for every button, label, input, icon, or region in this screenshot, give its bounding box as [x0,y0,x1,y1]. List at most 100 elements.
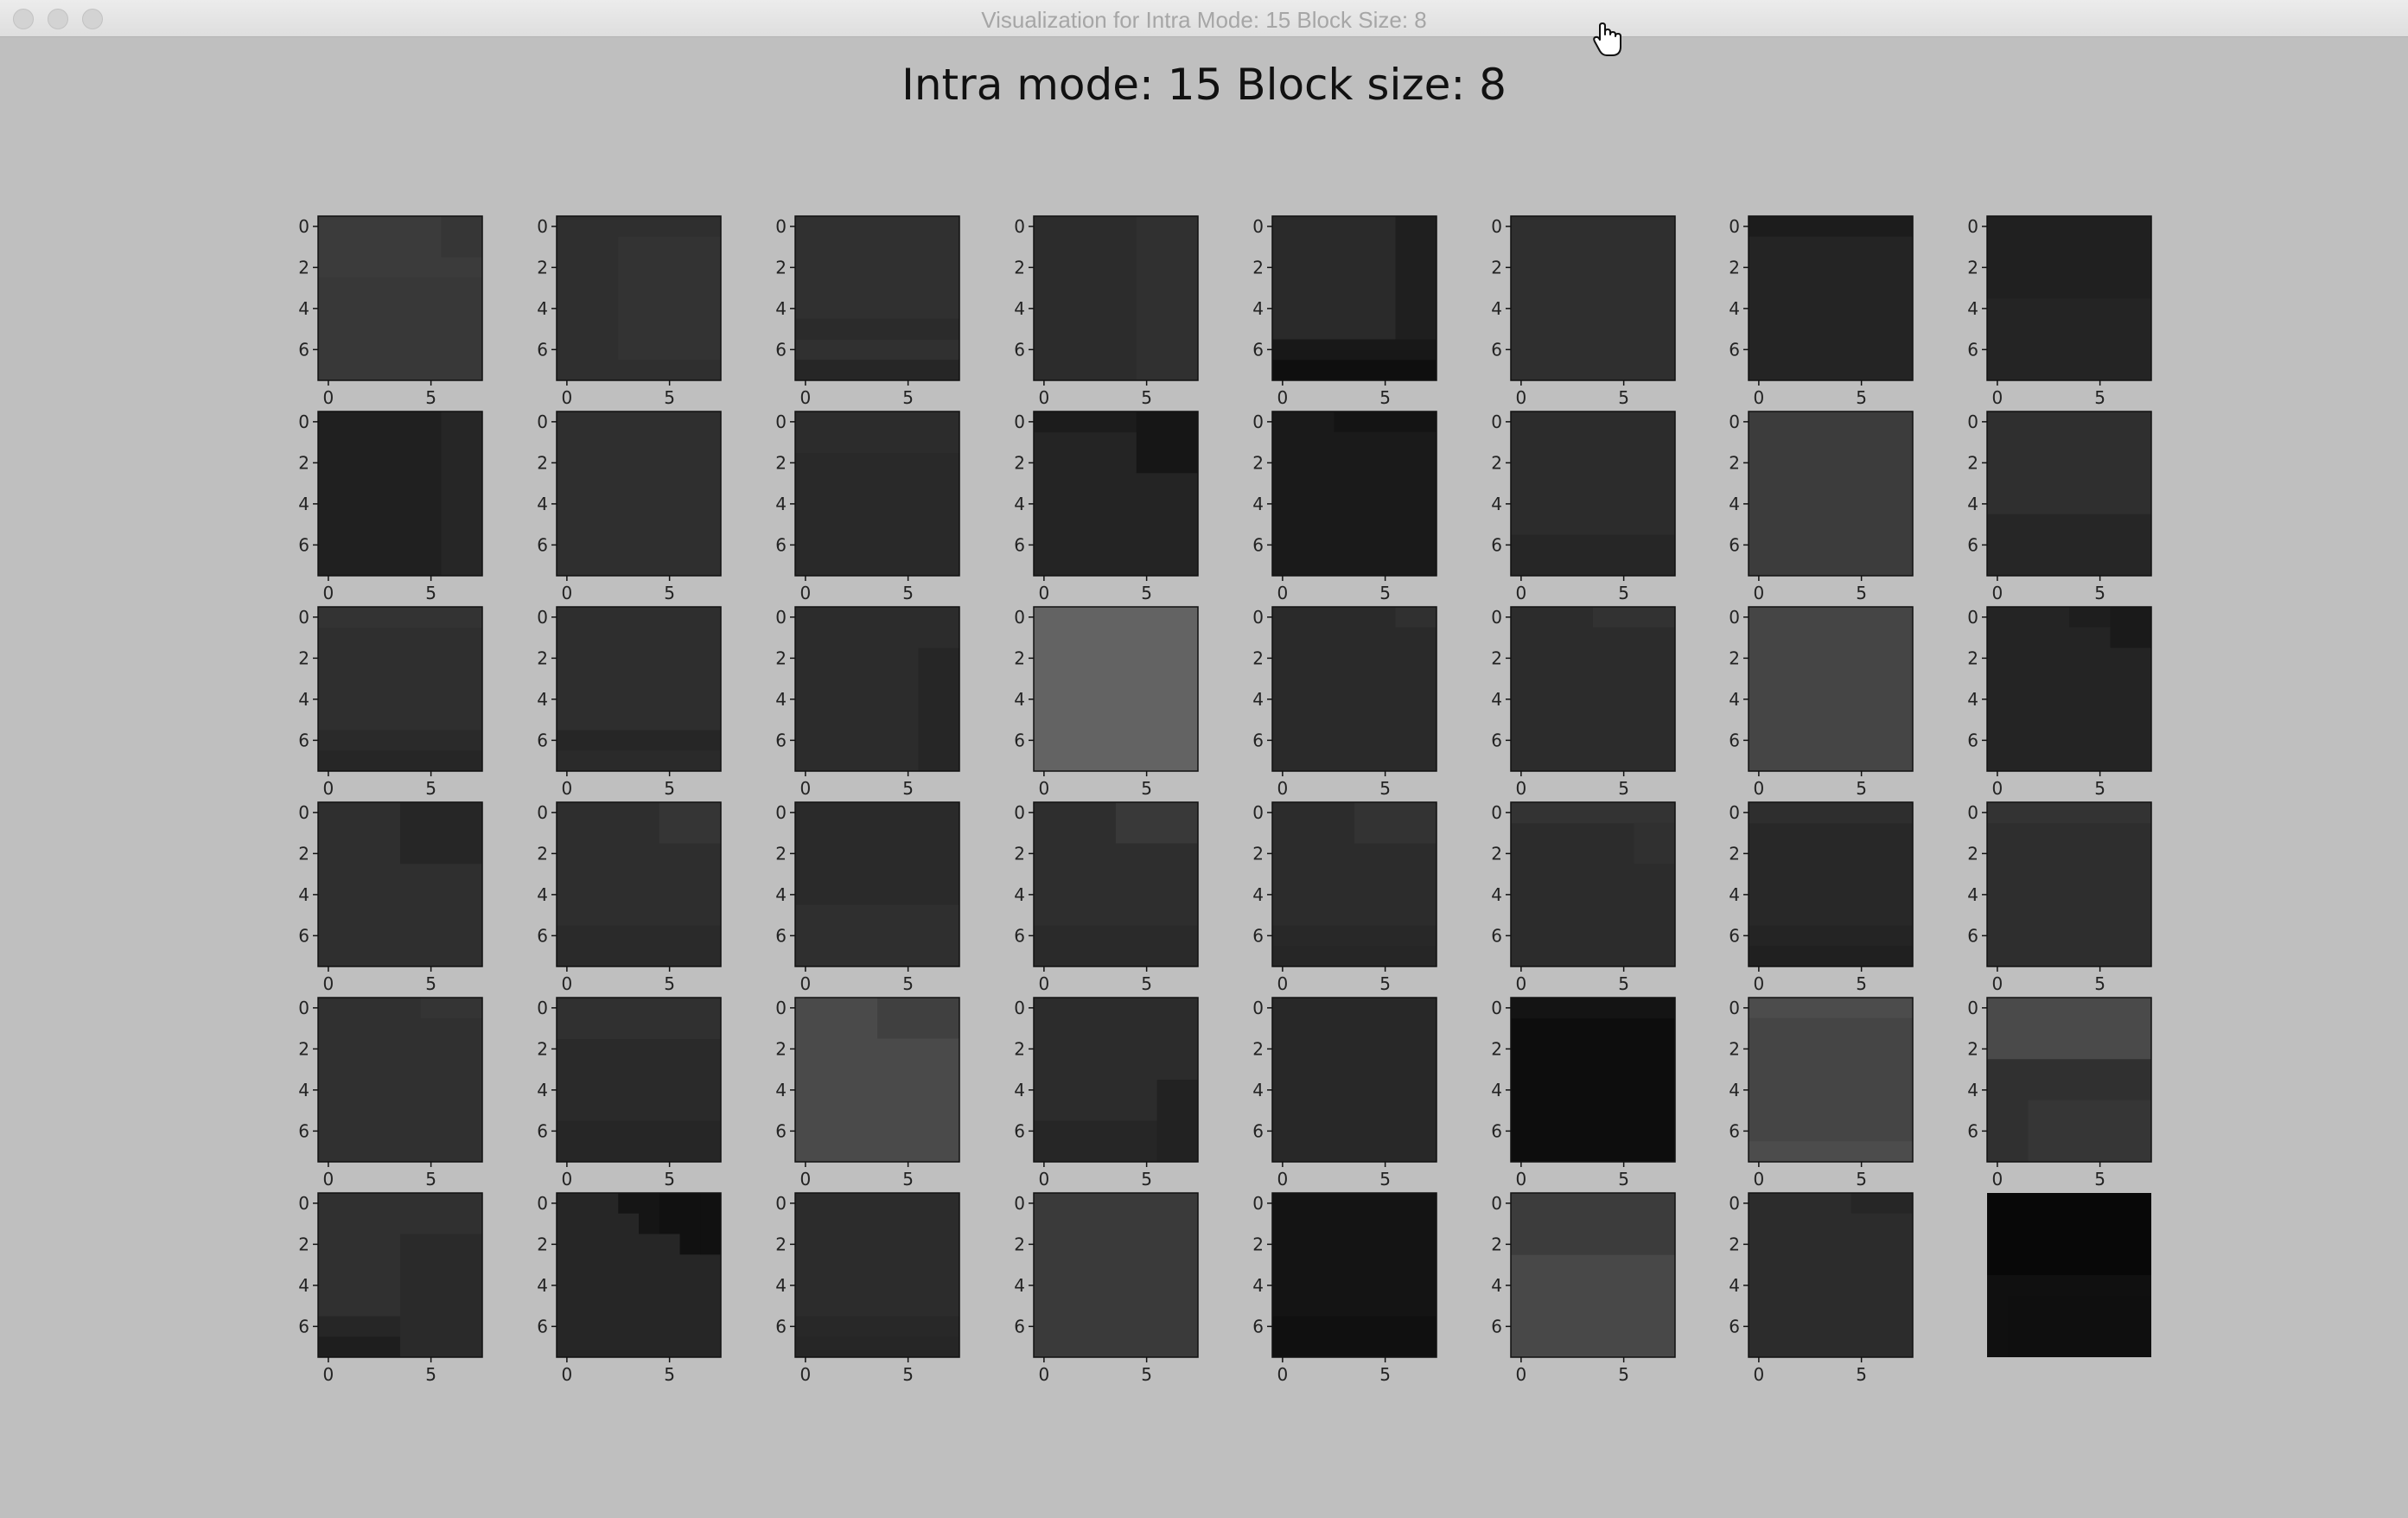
block-pixel-base [1749,1193,1913,1357]
y-tick-label: 4 [775,494,787,514]
y-tick-label: 2 [775,843,787,864]
y-tick-label: 2 [775,1234,787,1254]
axes-frame [1510,1192,1676,1358]
y-tick-label: 6 [298,1316,309,1336]
axes-frame [1033,1192,1199,1358]
y-tick-label: 0 [775,411,787,432]
y-tick-label: 6 [537,730,548,750]
y-tick-label: 4 [298,1275,309,1296]
x-tick-label: 5 [902,973,914,994]
axes-frame [1271,1192,1437,1358]
block-pixel-row [1511,1234,1675,1255]
y-tick-label: 0 [537,411,548,432]
x-tick-label: 5 [1618,1169,1629,1190]
block-pixel-row [1272,1336,1437,1358]
y-tick-label: 0 [298,607,309,628]
axes-frame [1033,606,1199,772]
axes-frame [794,997,960,1163]
x-tick-label: 0 [323,1364,334,1385]
x-tick-label: 0 [1516,778,1527,799]
minimize-button[interactable] [48,9,68,29]
y-tick-label: 2 [298,452,309,473]
y-tick-label: 2 [1014,843,1025,864]
x-tick-label: 5 [902,1169,914,1190]
block-panel: 0 2 4 6 0 5 [775,606,960,799]
x-tick-label: 0 [1277,778,1289,799]
axes-frame [317,215,483,381]
window-title: Visualization for Intra Mode: 15 Block S… [981,7,1427,33]
x-tick-label: 0 [1039,1364,1050,1385]
zoom-button[interactable] [82,9,103,29]
x-tick-label: 5 [664,583,675,603]
x-tick-label: 0 [562,387,573,408]
x-tick-label: 0 [1754,1169,1765,1190]
block-pixel-row [557,730,721,751]
y-tick-label: 4 [298,884,309,905]
title-bar[interactable]: Visualization for Intra Mode: 15 Block S… [0,0,2408,37]
x-tick-label: 0 [323,1169,334,1190]
x-tick-label: 0 [800,973,812,994]
block-pixel-region [441,411,482,576]
y-tick-label: 2 [537,843,548,864]
block-panel: 0 2 4 6 0 5 [537,215,722,408]
x-tick-label: 5 [1856,583,1867,603]
block-panel: 0 2 4 6 0 5 [1729,801,1914,994]
x-tick-label: 5 [1618,1364,1629,1385]
x-tick-label: 5 [1141,1364,1152,1385]
x-tick-label: 5 [902,1364,914,1385]
x-tick-label: 5 [1856,778,1867,799]
y-tick-label: 4 [1014,689,1025,710]
block-pixel-row [1511,1213,1675,1234]
block-pixel-region [700,1193,721,1255]
axes-frame [1510,215,1676,381]
y-tick-label: 4 [1014,1275,1025,1296]
block-pixel-region [1116,802,1198,844]
y-tick-label: 4 [537,298,548,319]
y-tick-label: 4 [537,494,548,514]
y-tick-label: 4 [1491,298,1502,319]
block-pixel-row [795,360,959,381]
block-panel: 0 2 4 6 0 5 [1252,801,1437,994]
y-tick-label: 6 [298,730,309,750]
y-tick-label: 4 [1491,884,1502,905]
y-tick-label: 6 [1252,1316,1264,1336]
close-button[interactable] [13,9,34,29]
block-pixel-base [1511,216,1675,380]
block-panel: 0 2 4 6 0 5 [298,1192,483,1385]
x-tick-label: 0 [800,583,812,603]
y-tick-label: 0 [1729,607,1740,628]
y-tick-label: 0 [1491,216,1502,237]
block-pixel-base [1272,998,1437,1162]
block-pixel-base [318,998,482,1162]
axes-frame [556,1192,722,1358]
y-tick-label: 0 [1967,607,1978,628]
x-tick-label: 5 [1379,1169,1391,1190]
x-tick-label: 0 [1039,778,1050,799]
y-tick-label: 6 [775,339,787,360]
y-tick-label: 6 [1491,339,1502,360]
block-pixel-row [557,998,721,1019]
y-tick-label: 4 [1491,1275,1502,1296]
figure-suptitle: Intra mode: 15 Block size: 8 [901,60,1507,110]
x-tick-label: 0 [562,778,573,799]
x-tick-label: 0 [1992,1169,2003,1190]
block-panel: 0 2 4 6 0 5 [1967,411,2152,603]
block-pixel-region [1156,1080,1198,1162]
y-tick-label: 4 [537,1080,548,1100]
block-panel: 0 2 4 6 0 5 [298,606,483,799]
x-tick-label: 5 [425,1364,436,1385]
block-pixel-base [1749,607,1913,771]
y-tick-label: 6 [1014,1316,1025,1336]
y-tick-label: 2 [1014,647,1025,668]
y-tick-label: 0 [1252,607,1264,628]
x-tick-label: 5 [1379,583,1391,603]
x-tick-label: 0 [1039,387,1050,408]
axes-frame [317,997,483,1163]
x-tick-label: 5 [2094,973,2105,994]
block-pixel-row [1034,946,1198,967]
x-tick-label: 0 [1992,583,2003,603]
x-tick-label: 5 [664,973,675,994]
x-tick-label: 0 [1992,387,2003,408]
block-pixel-region [1749,1017,1913,1142]
